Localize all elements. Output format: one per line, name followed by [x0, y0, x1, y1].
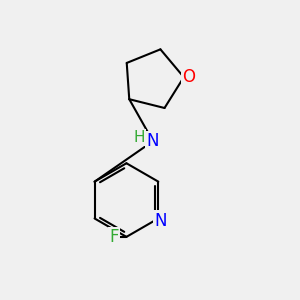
Text: O: O: [183, 68, 196, 86]
Text: N: N: [147, 132, 159, 150]
Text: F: F: [109, 228, 119, 246]
Text: H: H: [133, 130, 145, 145]
Text: N: N: [154, 212, 167, 230]
